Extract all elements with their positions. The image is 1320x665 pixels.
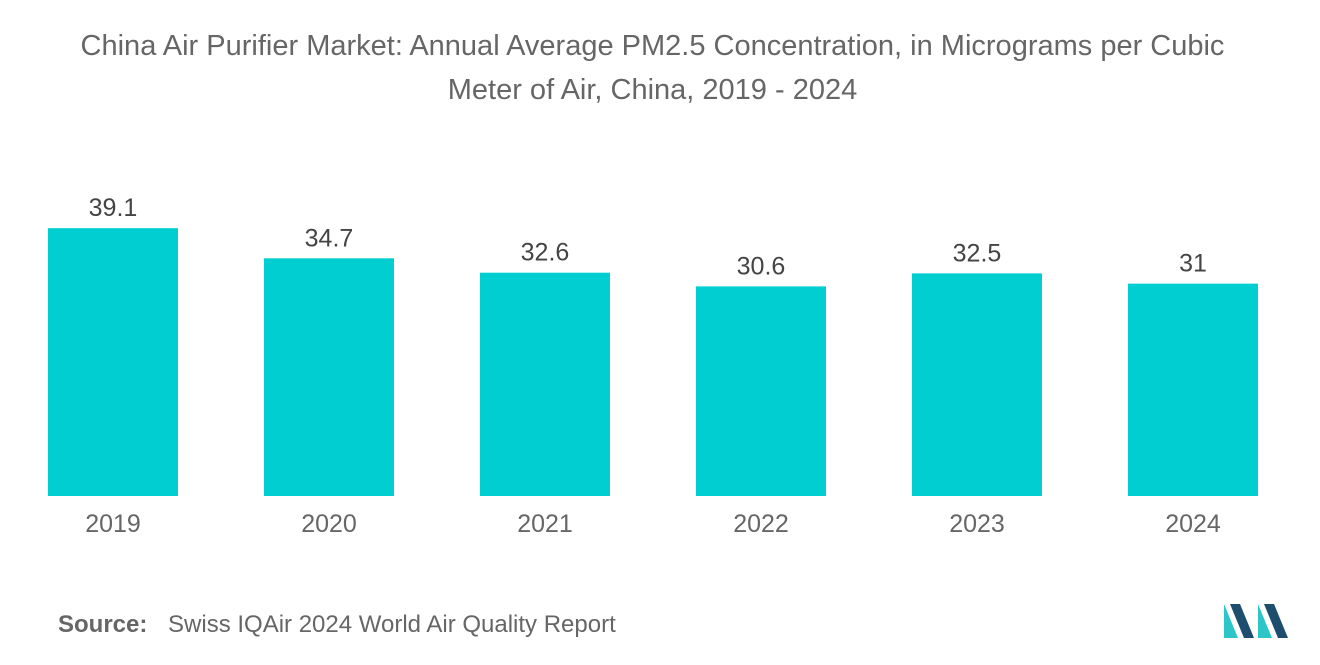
- x-tick-label-2024: 2024: [1165, 510, 1221, 538]
- chart-title-line-1: China Air Purifier Market: Annual Averag…: [80, 30, 1225, 62]
- value-label-2024: 31: [1179, 250, 1207, 278]
- bar-2019: [48, 228, 178, 497]
- logo-shape-mid-left: [1230, 604, 1254, 638]
- chart-title-line-2: Meter of Air, China, 2019 - 2024: [447, 74, 858, 106]
- bar-2021: [480, 272, 610, 496]
- value-label-2022: 30.6: [737, 252, 786, 280]
- source-note: Source: Swiss IQAir 2024 World Air Quali…: [58, 611, 616, 639]
- logo-shape-mid-right: [1258, 604, 1272, 638]
- logo-shape-right: [1264, 604, 1288, 638]
- x-tick-label-2021: 2021: [517, 510, 573, 538]
- x-tick-label-2022: 2022: [733, 510, 789, 538]
- source-text: Swiss IQAir 2024 World Air Quality Repor…: [168, 611, 616, 638]
- source-label: Source:: [58, 611, 148, 638]
- value-label-2019: 39.1: [89, 194, 138, 222]
- bar-2020: [264, 258, 394, 496]
- bar-2024: [1128, 283, 1258, 496]
- x-tick-label-2023: 2023: [949, 510, 1005, 538]
- bar-2023: [912, 273, 1042, 496]
- bar-2022: [696, 286, 826, 496]
- chart-title: China Air Purifier Market: Annual Averag…: [0, 24, 1305, 112]
- value-label-2020: 34.7: [305, 224, 354, 252]
- x-tick-label-2019: 2019: [85, 510, 141, 538]
- value-label-2021: 32.6: [521, 239, 570, 267]
- logo-shape-left: [1224, 604, 1238, 638]
- x-tick-label-2020: 2020: [301, 510, 357, 538]
- value-label-2023: 32.5: [953, 239, 1002, 267]
- mordor-logo-icon: [1224, 604, 1288, 638]
